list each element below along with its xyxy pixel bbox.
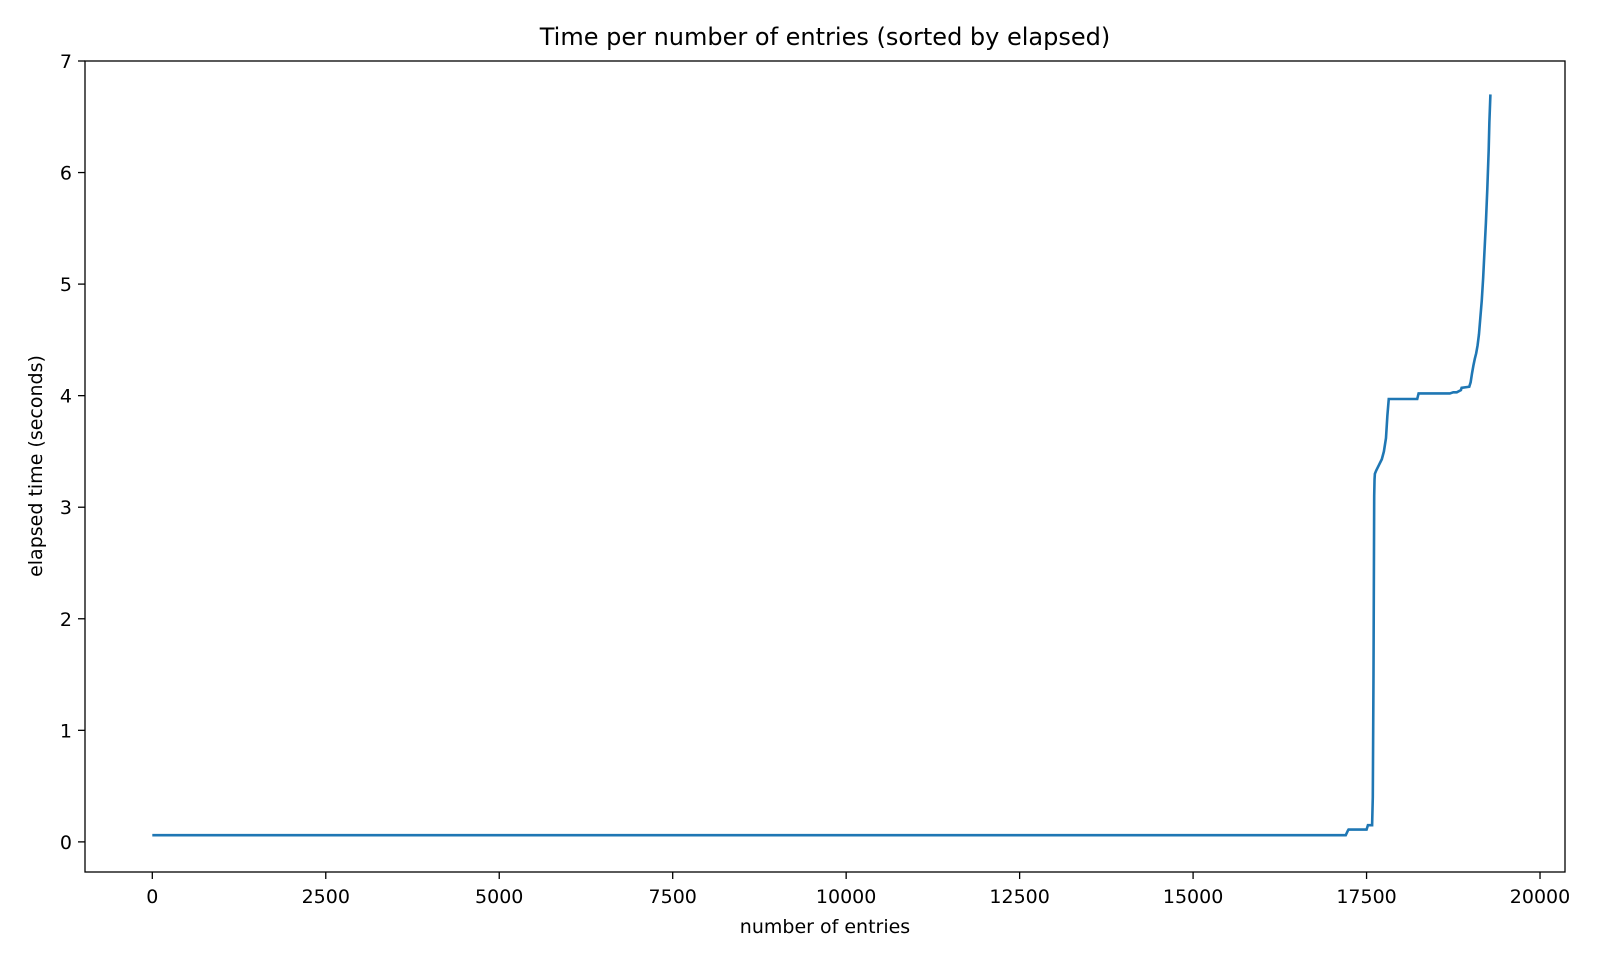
x-axis-title: number of entries [740,916,910,938]
x-tick-label: 10000 [816,886,876,908]
series-line [152,94,1492,837]
x-tick-label: 0 [146,886,158,908]
x-tick-label: 20000 [1510,886,1570,908]
x-tick-label: 17500 [1336,886,1396,908]
y-tick-label: 2 [60,609,72,631]
x-tick-label: 5000 [475,886,523,908]
x-tick-label: 12500 [989,886,1049,908]
x-tick-label: 7500 [649,886,697,908]
y-tick-label: 7 [60,51,72,73]
x-tick-label: 15000 [1163,886,1223,908]
y-tick-label: 3 [60,497,72,519]
y-tick-label: 1 [60,720,72,742]
tick-layer: 0 2500 5000 7500 10000 12500 15000 17500 20000 0 1… [60,51,1570,908]
plot-frame [84,60,1566,873]
y-tick-label: 4 [60,386,72,408]
y-axis-title: elapsed time (seconds) [25,355,47,577]
y-tick-label: 5 [60,274,72,296]
x-tick-label: 2500 [302,886,350,908]
y-tick-label: 0 [60,832,72,854]
y-tick-label: 6 [60,163,72,185]
chart-title: Time per number of entries (sorted by el… [539,23,1111,51]
